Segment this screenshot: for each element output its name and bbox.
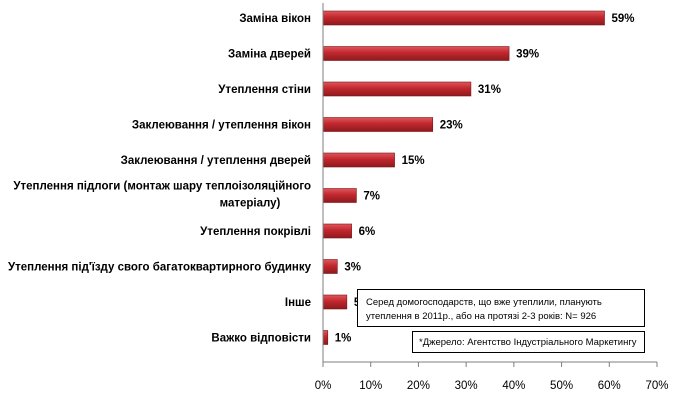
category-label: Утеплення покрівлі [200, 226, 311, 238]
bar [322, 10, 605, 26]
bar [322, 259, 338, 274]
x-tick-label: 10% [359, 380, 382, 392]
sample-note-line-1: Серед домогосподарств, що вже утеплили, … [366, 297, 602, 308]
value-label: 6% [359, 226, 376, 238]
category-label: Заміна вікон [239, 13, 311, 25]
value-label: 15% [402, 155, 425, 167]
value-label: 1% [335, 333, 352, 345]
category-label-line: Утеплення підлоги (монтаж шару теплоізол… [13, 181, 311, 193]
sample-note-line-2: утеплення в 2011р., або на протязі 2-3 р… [366, 311, 597, 322]
value-label: 7% [363, 191, 380, 203]
source-note: *Джерело: Агентство Індустріального Марк… [412, 331, 645, 353]
category-label: Утеплення стіни [218, 84, 311, 96]
bar [322, 81, 472, 97]
category-label: Інше [285, 297, 311, 309]
bar [322, 330, 329, 345]
bar [322, 294, 348, 310]
sample-note: Серед домогосподарств, що вже утеплили, … [357, 289, 645, 327]
x-tick-label: 60% [598, 380, 621, 392]
x-tick-label: 0% [315, 380, 332, 392]
category-label: Утеплення під'їзду свого багатоквартирно… [8, 262, 312, 274]
x-tick-label: 20% [407, 380, 430, 392]
x-axis: 0% 10% 20% 30% 40% 50% 60% 70% [315, 3, 669, 392]
bar [322, 152, 395, 168]
category-label-line: матеріалу) [220, 198, 281, 210]
bar [322, 223, 352, 239]
value-label: 31% [478, 84, 501, 96]
category-labels: Заміна вікон Заміна дверей Утеплення стіни… [8, 13, 312, 345]
x-tick-label: 70% [645, 380, 668, 392]
category-label: Заміна дверей [228, 49, 311, 61]
bar [322, 46, 510, 61]
category-label: Заклеювання / утеплення дверей [121, 155, 311, 167]
x-tick-label: 40% [502, 380, 525, 392]
category-label: Утеплення підлоги (монтаж шару теплоізол… [13, 181, 311, 210]
value-label: 3% [344, 262, 361, 274]
x-tick-label: 50% [550, 380, 573, 392]
category-label: Заклеювання / утеплення вікон [132, 120, 311, 132]
x-tick-label: 30% [455, 380, 478, 392]
bar [322, 117, 434, 132]
bar [322, 188, 357, 203]
category-label: Важко відповісти [211, 333, 311, 345]
value-label: 39% [516, 49, 539, 61]
value-label: 59% [612, 13, 635, 25]
value-label: 23% [440, 120, 463, 132]
